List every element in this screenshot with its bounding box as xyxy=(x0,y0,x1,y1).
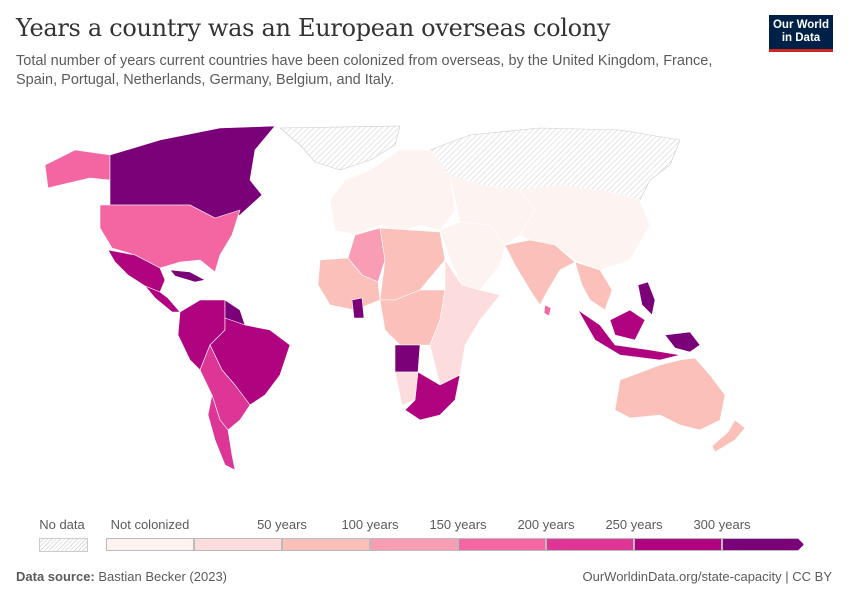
region-patagonia[interactable] xyxy=(207,394,236,471)
legend-bin[interactable] xyxy=(722,538,804,551)
region-philippines[interactable] xyxy=(637,281,656,316)
source-url[interactable]: OurWorldinData.org/state-capacity | CC B… xyxy=(582,569,832,584)
region-new-guinea[interactable] xyxy=(664,331,701,353)
legend-label: 250 years xyxy=(605,517,663,532)
source-label: Data source: xyxy=(16,569,95,584)
legend-label: Not colonized xyxy=(110,517,190,532)
region-indonesia[interactable] xyxy=(577,309,681,361)
legend-no-data-swatch[interactable] xyxy=(39,538,88,552)
legend-label: 100 years xyxy=(341,517,399,532)
region-southern-africa[interactable] xyxy=(404,371,461,421)
owid-logo[interactable]: Our World in Data xyxy=(769,15,833,52)
world-map xyxy=(44,125,746,471)
data-source: Data source: Bastian Becker (2023) xyxy=(16,569,227,584)
legend-no-data-label: No data xyxy=(39,517,85,532)
region-ghana[interactable] xyxy=(351,297,365,319)
legend-bin[interactable] xyxy=(634,538,722,551)
region-india[interactable] xyxy=(504,239,576,306)
region-australia[interactable] xyxy=(614,357,726,431)
legend-bin[interactable] xyxy=(194,538,282,551)
region-east-africa[interactable] xyxy=(429,259,501,386)
logo-line-1: Our World xyxy=(772,19,829,31)
legend-label: 150 years xyxy=(429,517,487,532)
region-angola[interactable] xyxy=(394,344,421,373)
region-central-asia[interactable] xyxy=(449,174,536,246)
region-central-america[interactable] xyxy=(144,285,181,313)
logo-line-2: in Data xyxy=(781,32,821,44)
region-greenland[interactable] xyxy=(279,125,401,171)
region-brazil[interactable] xyxy=(209,317,291,406)
legend-label: 300 years xyxy=(693,517,751,532)
legend-bin[interactable] xyxy=(458,538,546,551)
legend-bin[interactable] xyxy=(370,538,458,551)
region-southeast-asia[interactable] xyxy=(574,261,613,311)
region-europe[interactable] xyxy=(329,149,456,236)
legend-bin[interactable] xyxy=(106,538,194,551)
legend-label: 200 years xyxy=(517,517,575,532)
region-usa[interactable] xyxy=(99,204,241,273)
region-canada[interactable] xyxy=(109,125,276,219)
region-sri-lanka[interactable] xyxy=(543,304,552,317)
legend-bin[interactable] xyxy=(546,538,634,551)
source-text: Bastian Becker (2023) xyxy=(98,569,227,584)
legend-label: 50 years xyxy=(257,517,307,532)
region-new-zealand[interactable] xyxy=(711,419,746,453)
page-title: Years a country was an European overseas… xyxy=(16,14,611,42)
region-caribbean[interactable] xyxy=(169,269,206,283)
legend-bin[interactable] xyxy=(282,538,370,551)
region-alaska[interactable] xyxy=(44,149,111,189)
legend: No data Not colonized 50 years 100 years… xyxy=(0,512,850,552)
page-subtitle: Total number of years current countries … xyxy=(16,53,713,88)
